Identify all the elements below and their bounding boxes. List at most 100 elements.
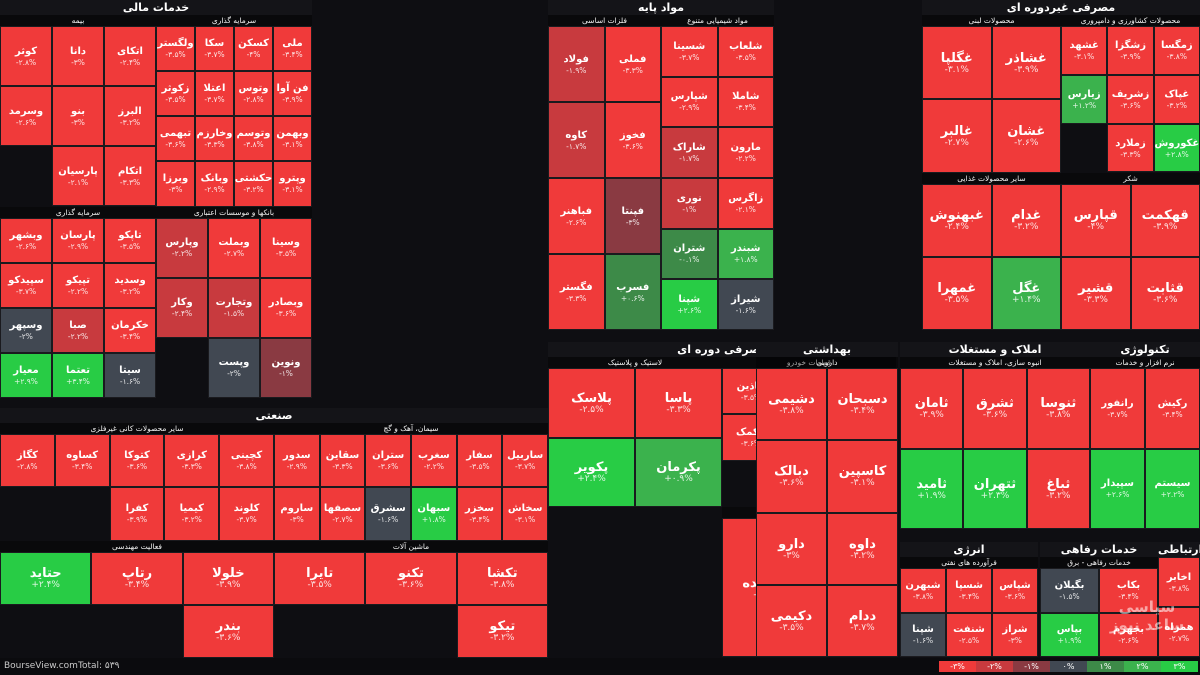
stock-tile[interactable]: وبرزا -۳%	[156, 161, 195, 207]
stock-tile[interactable]: نوری -۱%	[661, 178, 718, 229]
stock-tile[interactable]: سبهان +۱.۸%	[411, 487, 457, 541]
stock-tile[interactable]: سفار -۳.۵%	[456, 434, 503, 488]
stock-tile[interactable]: اتکای -۲.۴%	[104, 26, 156, 87]
stock-tile[interactable]: غدام -۳.۲%	[991, 183, 1061, 257]
stock-tile[interactable]: کاسپین -۳.۱%	[827, 440, 898, 513]
stock-tile[interactable]: فپنتا -۳%	[604, 178, 661, 254]
stock-tile[interactable]: زملارد -۳.۳%	[1107, 123, 1154, 173]
stock-tile[interactable]: فولاد -۱.۹%	[548, 26, 605, 102]
stock-tile[interactable]: غگل +۱.۴%	[991, 256, 1061, 330]
sector-title[interactable]: خدمات رفاهی	[1040, 542, 1158, 557]
stock-tile[interactable]: وبشهر -۲.۶%	[0, 217, 52, 263]
stock-tile[interactable]: قثابت -۳.۶%	[1130, 256, 1200, 330]
stock-tile[interactable]: کلوند -۳.۷%	[219, 487, 274, 541]
stock-tile[interactable]: وکار -۲.۴%	[156, 277, 208, 338]
stock-tile[interactable]: ثشرق -۳.۶%	[963, 368, 1027, 449]
stock-tile[interactable]: سیستم +۲.۲%	[1145, 448, 1200, 529]
stock-tile[interactable]: اتکام -۳.۳%	[104, 146, 156, 207]
stock-tile[interactable]: وپست -۲%	[208, 337, 260, 398]
group-title[interactable]: سایر محصولات کانی غیرفلزی	[0, 423, 274, 434]
stock-tile[interactable]: تاپکو -۳.۵%	[104, 217, 156, 263]
stock-tile[interactable]: سکا -۳.۷%	[195, 26, 234, 72]
stock-tile[interactable]: ثتهران +۲.۳%	[963, 448, 1027, 529]
stock-tile[interactable]: قشیر -۳.۳%	[1061, 256, 1131, 330]
stock-tile[interactable]: کگاز -۲.۸%	[0, 434, 55, 488]
stock-tile[interactable]: شلعاب -۳.۵%	[717, 26, 774, 77]
stock-tile[interactable]: دانا -۳%	[52, 26, 104, 87]
stock-tile[interactable]: شسینا -۳.۷%	[661, 26, 718, 77]
stock-tile[interactable]: سخاش -۳.۱%	[502, 487, 548, 541]
stock-tile[interactable]: فگستر -۳.۳%	[548, 254, 605, 330]
stock-tile[interactable]: وسینا -۳.۵%	[260, 217, 312, 278]
stock-tile[interactable]: ثنوسا -۳.۸%	[1026, 368, 1090, 449]
stock-tile[interactable]: وبانک -۲.۹%	[195, 161, 234, 207]
stock-tile[interactable]: غبهنوش -۲.۴%	[922, 183, 992, 257]
group-title[interactable]: دارویی	[756, 357, 898, 368]
stock-tile[interactable]: زاگرس -۲.۱%	[717, 178, 774, 229]
group-title[interactable]: خدمات رفاهی - برق	[1040, 557, 1158, 568]
group-title[interactable]: سیمان، آهک و گچ	[274, 423, 548, 434]
stock-tile[interactable]: غشان -۲.۶%	[991, 99, 1061, 173]
group-title[interactable]: شکر	[1061, 172, 1200, 184]
stock-tile[interactable]: شسپا -۳.۴%	[946, 568, 992, 613]
stock-tile[interactable]: سصفها -۲.۷%	[319, 487, 366, 541]
stock-tile[interactable]: وبصادر -۳.۶%	[260, 277, 312, 338]
group-title[interactable]: فرآورده های نفتی	[900, 557, 1038, 568]
group-title[interactable]: فعالیت مهندسی	[0, 540, 274, 552]
stock-tile[interactable]: پارسیان -۲.۱%	[52, 146, 104, 207]
stock-tile[interactable]: وپارس -۲.۲%	[156, 217, 208, 278]
stock-tile[interactable]: تبهمی -۳.۶%	[156, 116, 195, 162]
group-title[interactable]: سرمایه گذاری	[0, 206, 156, 218]
sector-title[interactable]: انرژی	[900, 542, 1038, 557]
stock-tile[interactable]: ثامان -۳.۹%	[900, 368, 964, 449]
stock-tile[interactable]: فملی -۳.۳%	[604, 26, 661, 102]
sector-title[interactable]: مواد پایه	[548, 0, 774, 15]
stock-tile[interactable]: شپاس -۳.۶%	[992, 568, 1038, 613]
stock-tile[interactable]: غگلپا -۳.۱%	[922, 26, 992, 100]
stock-tile[interactable]: پاسا -۳.۳%	[635, 368, 722, 438]
stock-tile[interactable]: داوه -۳.۲%	[827, 512, 898, 585]
group-title[interactable]: سایر محصولات غذایی	[922, 172, 1061, 184]
group-title[interactable]: قطعات خودرو	[722, 357, 896, 368]
stock-tile[interactable]: ونوین -۱%	[260, 337, 312, 398]
stock-tile[interactable]: فسرب +۰.۶%	[604, 254, 661, 330]
stock-tile[interactable]: رتاپ -۳.۴%	[91, 551, 183, 605]
stock-tile[interactable]: سقاین -۳.۳%	[319, 434, 366, 488]
stock-tile[interactable]: شتران -۰.۱%	[661, 228, 718, 280]
stock-tile[interactable]: ملی -۳.۴%	[273, 26, 312, 72]
stock-tile[interactable]: فن آوا -۳.۹%	[273, 71, 312, 117]
stock-tile[interactable]: پلاسک -۲.۵%	[548, 368, 635, 438]
stock-tile[interactable]: تکنو -۳.۶%	[365, 551, 457, 605]
stock-tile[interactable]: زشریف -۳.۶%	[1107, 74, 1154, 124]
stock-tile[interactable]: سپیدار +۲.۶%	[1090, 448, 1145, 529]
stock-tile[interactable]: دکیمی -۳.۵%	[756, 584, 827, 657]
group-title[interactable]: انبوه سازی، املاک و مستغلات	[900, 357, 1090, 368]
stock-tile[interactable]: بندر -۳.۶%	[182, 604, 274, 658]
stock-tile[interactable]: غشاذر -۳.۹%	[991, 26, 1061, 100]
group-title[interactable]: ماشین آلات	[274, 540, 548, 552]
stock-tile[interactable]: ثباغ -۳.۲%	[1026, 448, 1090, 529]
stock-tile[interactable]: سیتا -۱.۶%	[104, 352, 156, 398]
stock-tile[interactable]: شبندر +۱.۸%	[717, 228, 774, 280]
stock-tile[interactable]: ساروم -۳%	[274, 487, 320, 541]
stock-tile[interactable]: ولگستر -۳.۵%	[156, 26, 195, 72]
stock-tile[interactable]: وسدید -۳.۲%	[104, 262, 156, 308]
stock-tile[interactable]: سدور -۲.۹%	[274, 434, 320, 488]
group-title[interactable]: بیمه	[0, 15, 156, 26]
stock-tile[interactable]: فباهنر -۲.۶%	[548, 178, 605, 254]
stock-tile[interactable]: شپنا +۲.۶%	[661, 279, 718, 330]
stock-tile[interactable]: تعتما +۳.۴%	[52, 352, 104, 398]
stock-tile[interactable]: وتجارت -۱.۵%	[208, 277, 260, 338]
stock-tile[interactable]: اخابر -۳.۸%	[1158, 557, 1200, 607]
stock-tile[interactable]: کساوه -۳.۴%	[54, 434, 110, 488]
stock-tile[interactable]: خلولا -۳.۹%	[182, 551, 274, 605]
stock-tile[interactable]: دبالک -۳.۶%	[756, 440, 827, 513]
stock-tile[interactable]: البرز -۳.۲%	[104, 86, 156, 147]
group-title[interactable]: محصولات لبنی	[922, 15, 1061, 26]
sector-title[interactable]: املاک و مستغلات	[900, 342, 1090, 357]
group-title[interactable]: لاستیک و پلاستیک	[548, 357, 722, 368]
stock-tile[interactable]: شنفت -۲.۵%	[946, 612, 992, 657]
stock-tile[interactable]: وسرمد -۲.۶%	[0, 86, 52, 147]
stock-tile[interactable]: سشرق -۱.۶%	[365, 487, 411, 541]
stock-tile[interactable]: شراز -۳%	[992, 612, 1038, 657]
